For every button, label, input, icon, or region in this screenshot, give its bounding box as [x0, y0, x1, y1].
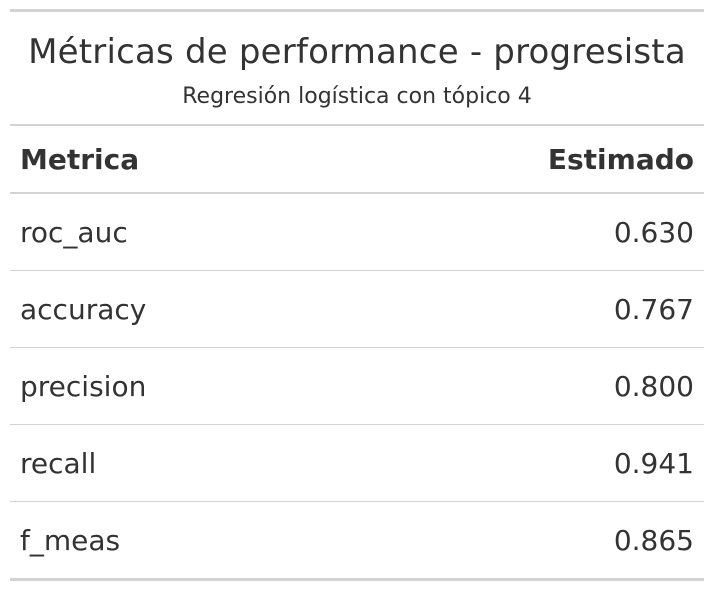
table-row: recall 0.941 [10, 425, 704, 502]
metrics-table: Métricas de performance - progresista Re… [10, 9, 704, 581]
column-header-estimate: Estimado [547, 142, 694, 176]
table-row: accuracy 0.767 [10, 271, 704, 348]
metric-value: 0.767 [613, 292, 694, 326]
metric-name: f_meas [20, 523, 121, 557]
table-body: roc_auc 0.630 accuracy 0.767 precision 0.800 r… [10, 194, 704, 578]
column-header-metric: Metrica [20, 142, 140, 176]
metric-value: 0.941 [613, 446, 694, 480]
metric-value: 0.630 [613, 215, 694, 249]
metric-name: precision [20, 369, 147, 403]
column-header-row: Metrica Estimado [10, 126, 704, 194]
table-row: roc_auc 0.630 [10, 194, 704, 271]
metric-name: recall [20, 446, 97, 480]
metric-name: accuracy [20, 292, 147, 326]
metric-value: 0.800 [613, 369, 694, 403]
metric-name: roc_auc [20, 215, 128, 249]
table-title: Métricas de performance - progresista [28, 32, 686, 72]
table-row: precision 0.800 [10, 348, 704, 425]
table-subtitle: Regresión logística con tópico 4 [182, 84, 532, 109]
table-row: f_meas 0.865 [10, 502, 704, 578]
metric-value: 0.865 [613, 523, 694, 557]
table-heading: Métricas de performance - progresista Re… [10, 12, 704, 126]
